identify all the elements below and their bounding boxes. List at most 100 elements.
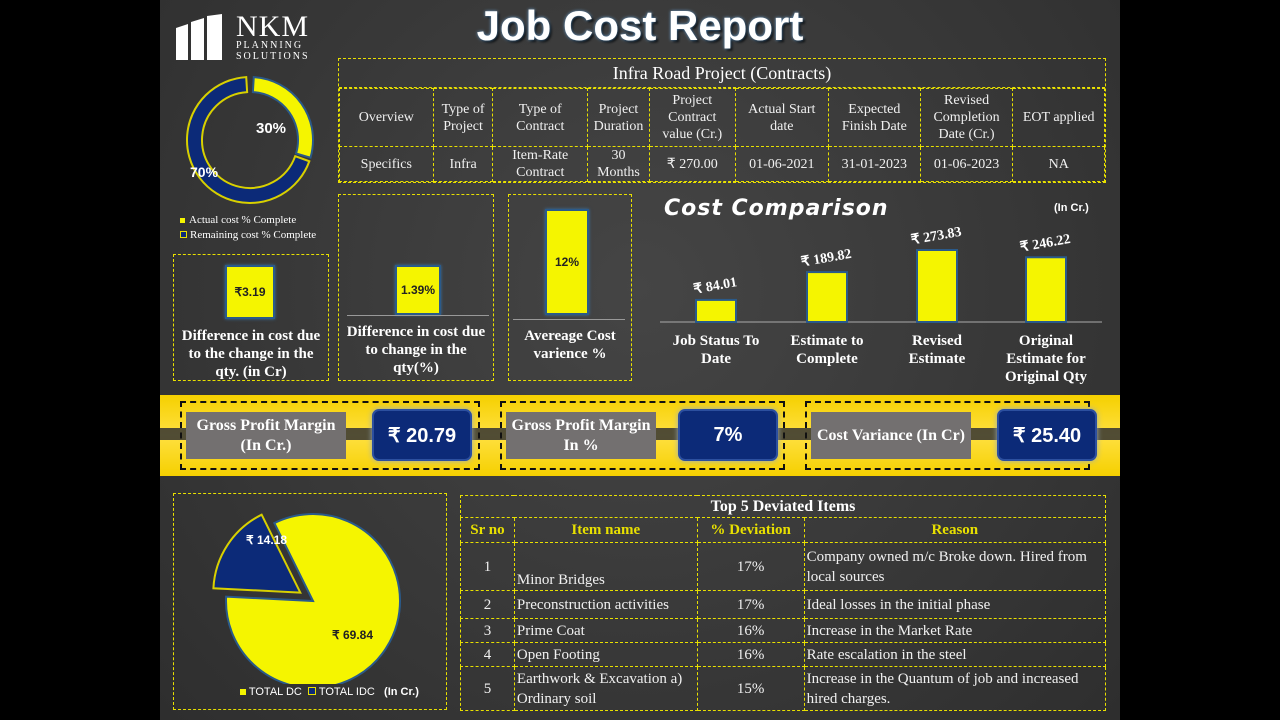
deviated-cell: 16% xyxy=(696,642,805,667)
deviated-cell: 5 xyxy=(460,666,515,711)
project-value-cell: Specifics xyxy=(339,146,434,182)
qty-diff-cost-caption: Difference in cost due to the change in … xyxy=(181,328,321,380)
deviated-cell: Preconstruction activities xyxy=(513,590,698,619)
chart-title: Cost Comparison xyxy=(664,196,889,221)
pie-slice-dc xyxy=(225,513,401,689)
bar-label-0: ₹ 84.01 xyxy=(692,275,738,297)
deviated-cell: Open Footing xyxy=(513,642,698,667)
deviated-cell: Increase in the Market Rate xyxy=(803,618,1107,643)
project-header-cell: Project Duration xyxy=(587,88,650,147)
kpi-value: ₹ 20.79 xyxy=(372,409,472,461)
kpi-label: Cost Variance (In Cr) xyxy=(811,412,971,459)
project-table: Infra Road Project (Contracts) Overview T… xyxy=(338,58,1106,183)
project-value-cell: 30 Months xyxy=(587,146,650,182)
deviated-cell: Ideal losses in the initial phase xyxy=(803,590,1107,619)
deviated-header-cell: Item name xyxy=(513,517,698,543)
dc-idc-pie-chart: ₹ 14.18 ₹ 69.84 xyxy=(212,513,401,689)
project-value-cell: 31-01-2023 xyxy=(828,146,921,182)
kpi-label: Gross Profit Margin In % xyxy=(506,412,656,459)
qty-diff-pct-box: 1.39% Difference in cost due to change i… xyxy=(338,194,494,381)
project-value-cell: 01-06-2021 xyxy=(734,146,830,182)
deviated-row: 2 Preconstruction activities 17% Ideal loss… xyxy=(460,590,1107,619)
bar-0 xyxy=(695,298,737,323)
kpi-label: Gross Profit Margin (In Cr.) xyxy=(186,412,346,459)
category-label-0: Job Status To Date xyxy=(673,333,760,367)
project-header-cell: EOT applied xyxy=(1012,88,1105,147)
pie-label-dc: ₹ 69.84 xyxy=(332,628,373,642)
bar-2 xyxy=(916,249,958,323)
project-value-cell: Infra xyxy=(432,146,494,182)
donut-label-remaining: 70% xyxy=(190,164,219,180)
donut-label-actual: 30% xyxy=(256,120,286,137)
report-slide: Job Cost Report NKM PLANNING SOLUTIONS 30… xyxy=(160,0,1120,720)
deviated-row: 5 Earthwork & Excavation a) Ordinary soil… xyxy=(460,666,1107,711)
project-value-cell: 01-06-2023 xyxy=(919,146,1014,182)
bar-label-2: ₹ 273.83 xyxy=(910,225,963,249)
project-header-cell: Type of Project xyxy=(432,88,494,147)
kpi-band: Gross Profit Margin (In Cr.) ₹ 20.79 Gross… xyxy=(160,395,1120,476)
kpi-value: ₹ 25.40 xyxy=(997,409,1097,461)
deviated-header-cell: Reason xyxy=(803,517,1107,543)
legend-swatch-remaining xyxy=(180,231,187,238)
category-label-1: Estimate to Complete xyxy=(791,333,864,367)
category-label-3: Original Estimate for Original Qty xyxy=(1005,333,1088,385)
logo-buildings-icon xyxy=(176,14,222,60)
legend-swatch-actual xyxy=(180,218,185,223)
bar-3 xyxy=(1025,256,1067,323)
qty-diff-cost-box: ₹3.19 Difference in cost due to the chan… xyxy=(173,254,329,381)
donut-legend: Actual cost % Complete Remaining cost % … xyxy=(180,213,316,243)
kpi-card: Gross Profit Margin (In Cr.) ₹ 20.79 xyxy=(180,401,480,470)
donut-slice-remaining xyxy=(186,76,311,204)
donut-slice-actual xyxy=(251,76,314,159)
page-title: Job Cost Report xyxy=(476,2,804,49)
pie-legend: TOTAL DC TOTAL IDC (In Cr.) xyxy=(240,686,419,698)
deviated-cell: 15% xyxy=(696,666,805,711)
project-value-cell: NA xyxy=(1012,146,1105,182)
deviated-cell: Increase in the Quantum of job and incre… xyxy=(803,666,1107,711)
deviated-row: 1 Minor Bridges 17% Company owned m/c Broke… xyxy=(460,542,1107,591)
deviated-cell: 17% xyxy=(696,542,805,591)
bar-label-3: ₹ 246.22 xyxy=(1019,232,1072,256)
logo-sub: PLANNING SOLUTIONS xyxy=(236,40,310,62)
deviated-cell: Minor Bridges xyxy=(513,542,698,591)
project-header-cell: Revised Completion Date (Cr.) xyxy=(919,88,1014,147)
category-label-2: Revised Estimate xyxy=(909,333,966,367)
project-header-cell: Actual Start date xyxy=(734,88,830,147)
chart-unit: (In Cr.) xyxy=(1054,202,1089,214)
bar-1 xyxy=(806,271,848,323)
deviated-header-cell: % Deviation xyxy=(696,517,805,543)
avg-cost-variance-box: 12% Avereage Cost varience % xyxy=(508,194,632,381)
kpi-card: Cost Variance (In Cr) ₹ 25.40 xyxy=(805,401,1097,470)
kpi-card: Gross Profit Margin In % 7% xyxy=(500,401,785,470)
dc-idc-pie-box: ₹ 14.18 ₹ 69.84 TOTAL DC TOTAL IDC (In Cr… xyxy=(173,493,447,710)
project-value-cell: Item-Rate Contract xyxy=(492,146,589,182)
project-header-cell: Overview xyxy=(339,88,434,147)
deviated-row: 4 Open Footing 16% Rate escalation in the s… xyxy=(460,642,1107,667)
avg-cost-variance-value: 12% xyxy=(545,209,589,315)
project-value-cell: ₹ 270.00 xyxy=(648,146,736,182)
donut-chart: 30% 70% xyxy=(186,76,314,204)
deviated-cell: 17% xyxy=(696,590,805,619)
qty-diff-pct-value: 1.39% xyxy=(395,265,441,315)
qty-diff-pct-caption: Difference in cost due to change in the … xyxy=(346,324,486,376)
deviated-header-cell: Sr no xyxy=(460,517,515,543)
deviated-cell: Prime Coat xyxy=(513,618,698,643)
kpi-value: 7% xyxy=(678,409,778,461)
deviated-cell: Company owned m/c Broke down. Hired from… xyxy=(803,542,1107,591)
deviated-cell: Rate escalation in the steel xyxy=(803,642,1107,667)
project-header-cell: Type of Contract xyxy=(492,88,589,147)
deviated-cell: 2 xyxy=(460,590,515,619)
pie-slice-idc xyxy=(212,513,302,594)
project-header-cell: Expected Finish Date xyxy=(828,88,921,147)
deviated-cell: Earthwork & Excavation a) Ordinary soil xyxy=(513,666,698,711)
project-title: Infra Road Project (Contracts) xyxy=(339,59,1105,88)
pie-label-idc: ₹ 14.18 xyxy=(246,533,287,547)
deviated-cell: 4 xyxy=(460,642,515,667)
deviated-row: 3 Prime Coat 16% Increase in the Market Rat… xyxy=(460,618,1107,643)
deviated-cell: 16% xyxy=(696,618,805,643)
bar-label-1: ₹ 189.82 xyxy=(800,247,853,271)
logo-name: NKM xyxy=(236,10,310,43)
deviated-items-table: Top 5 Deviated Items Sr no Item name% Dev… xyxy=(460,495,1107,711)
project-header-cell: Project Contract value (Cr.) xyxy=(648,88,736,147)
qty-diff-cost-value: ₹3.19 xyxy=(225,265,275,319)
